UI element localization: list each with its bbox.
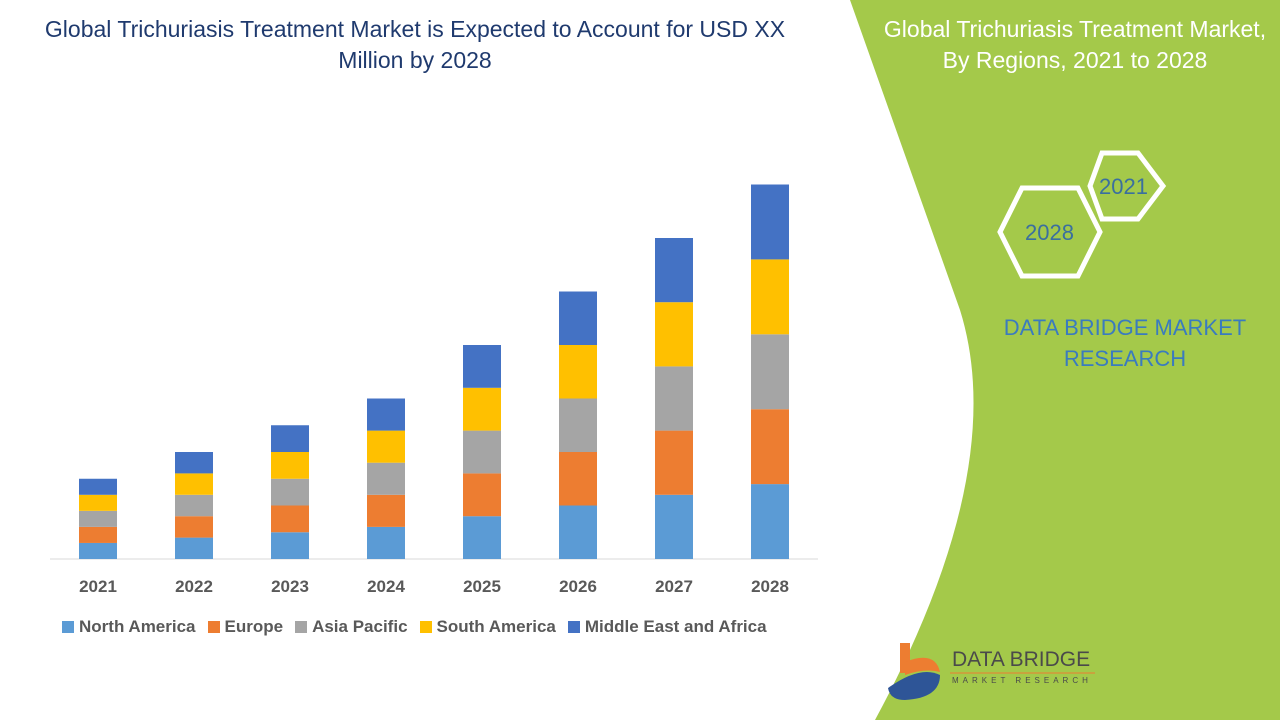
bar-segment-2021-south-america (79, 494, 117, 511)
bar-segment-2025-south-america (463, 387, 501, 431)
hex-label-2028: 2028 (1025, 220, 1074, 245)
bar-segment-2022-north-america (175, 537, 213, 559)
bar-segment-2022-europe (175, 516, 213, 538)
x-tick-label: 2022 (175, 577, 213, 596)
bar-segment-2025-middle-east-and-africa (463, 345, 501, 388)
bar-segment-2025-asia-pacific (463, 430, 501, 474)
legend-item: South America (419, 617, 556, 637)
bar-segment-2026-north-america (559, 505, 597, 559)
legend-item: Middle East and Africa (567, 617, 767, 637)
bar-segment-2024-north-america (367, 526, 405, 559)
bar-segment-2023-middle-east-and-africa (271, 425, 309, 452)
logo-icon (888, 643, 940, 700)
x-tick-label: 2027 (655, 577, 693, 596)
legend-item: Asia Pacific (295, 617, 408, 637)
x-tick-label: 2026 (559, 577, 597, 596)
hex-2028 (997, 185, 1103, 279)
bar-segment-2024-asia-pacific (367, 462, 405, 495)
bar-segment-2021-europe (79, 526, 117, 543)
green-panel (850, 0, 1280, 720)
side-title: Global Trichuriasis Treatment Market, By… (883, 16, 1267, 73)
brand-text: DATA BRIDGE MARKET RESEARCH (1003, 315, 1247, 371)
bar-segment-2027-south-america (655, 302, 693, 367)
legend: North America Europe Asia Pacific South … (62, 617, 767, 637)
bar-segment-2027-europe (655, 430, 693, 495)
bar-segment-2022-south-america (175, 473, 213, 495)
bar-segment-2021-middle-east-and-africa (79, 478, 117, 495)
bar-segment-2023-europe (271, 505, 309, 533)
logo-text: DATA BRIDGE (952, 648, 1091, 671)
bar-segment-2023-south-america (271, 452, 309, 479)
bar-segment-2026-europe (559, 452, 597, 506)
x-tick-label: 2025 (463, 577, 501, 596)
bar-segment-2024-europe (367, 494, 405, 527)
chart-area: 2021 2022 2023 2024 2025 2026 2027 2028 (50, 184, 818, 596)
bar-segment-2026-middle-east-and-africa (559, 291, 597, 345)
bar-segment-2025-europe (463, 473, 501, 517)
legend-item: North America (62, 617, 196, 637)
x-tick-label: 2024 (367, 577, 405, 596)
bar-segment-2022-asia-pacific (175, 494, 213, 517)
bar-segment-2022-middle-east-and-africa (175, 452, 213, 474)
bar-segment-2024-middle-east-and-africa (367, 398, 405, 431)
bar-segment-2027-middle-east-and-africa (655, 238, 693, 303)
bar-segment-2024-south-america (367, 430, 405, 463)
x-tick-label: 2023 (271, 577, 309, 596)
bar-segment-2023-asia-pacific (271, 478, 309, 506)
bar-segment-2028-north-america (751, 484, 789, 559)
bar-segment-2021-north-america (79, 542, 117, 559)
legend-item: Europe (207, 617, 283, 637)
bar-segment-2025-north-america (463, 516, 501, 559)
bar-segment-2028-middle-east-and-africa (751, 184, 789, 260)
chart-title: Global Trichuriasis Treatment Market is … (44, 16, 786, 73)
bar-segment-2027-north-america (655, 494, 693, 559)
bar-segment-2021-asia-pacific (79, 510, 117, 527)
bar-segment-2026-asia-pacific (559, 398, 597, 452)
bar-segment-2028-south-america (751, 259, 789, 335)
logo-subtext: MARKET RESEARCH (952, 676, 1092, 685)
x-tick-label: 2021 (79, 577, 117, 596)
bar-segment-2023-north-america (271, 532, 309, 559)
x-tick-label: 2028 (751, 577, 789, 596)
bar-segment-2028-europe (751, 409, 789, 485)
bar-segment-2028-asia-pacific (751, 334, 789, 410)
bar-segment-2027-asia-pacific (655, 366, 693, 431)
hex-2021 (1087, 150, 1167, 222)
bar-segment-2026-south-america (559, 345, 597, 399)
hex-label-2021: 2021 (1099, 174, 1148, 199)
